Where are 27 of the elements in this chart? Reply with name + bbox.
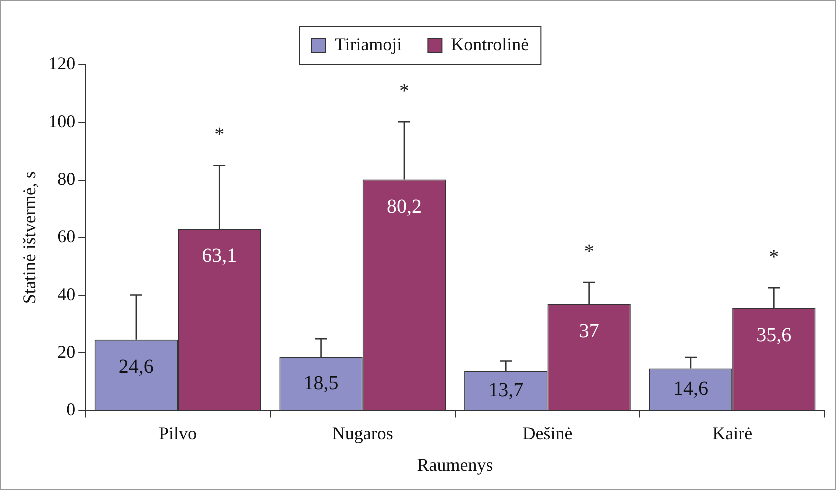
y-tick-label: 100: [48, 111, 76, 132]
annotation: *: [399, 80, 410, 102]
data-label: 80,2: [386, 196, 422, 218]
annotation: *: [769, 246, 780, 268]
y-tick-label: 20: [58, 342, 76, 362]
y-axis-title: Statinė ištvermė, s: [20, 172, 40, 304]
legend-label: Kontrolinė: [451, 34, 530, 55]
data-label: 24,6: [118, 356, 154, 378]
x-tick-label: Kairė: [712, 423, 753, 444]
annotation: *: [214, 124, 225, 146]
y-tick-label: 0: [66, 400, 76, 420]
data-label: 13,7: [488, 379, 524, 402]
y-tick-label: 80: [58, 169, 76, 189]
data-label: 14,6: [673, 378, 708, 400]
x-tick-label: Dešinė: [522, 423, 573, 444]
y-tick-label: 60: [58, 226, 76, 247]
data-label: 35,6: [756, 324, 792, 346]
data-label: 63,1: [202, 245, 238, 268]
legend-label: Tiriamoji: [334, 34, 402, 55]
x-axis-title: Raumenys: [417, 454, 494, 475]
y-tick-label: 120: [48, 54, 76, 74]
x-tick-label: Nugaros: [332, 423, 394, 444]
data-label: 18,5: [304, 372, 339, 394]
data-label: 37: [579, 320, 600, 342]
annotation: *: [584, 240, 594, 263]
y-tick-label: 40: [58, 284, 76, 304]
x-tick-label: Pilvo: [159, 423, 198, 444]
